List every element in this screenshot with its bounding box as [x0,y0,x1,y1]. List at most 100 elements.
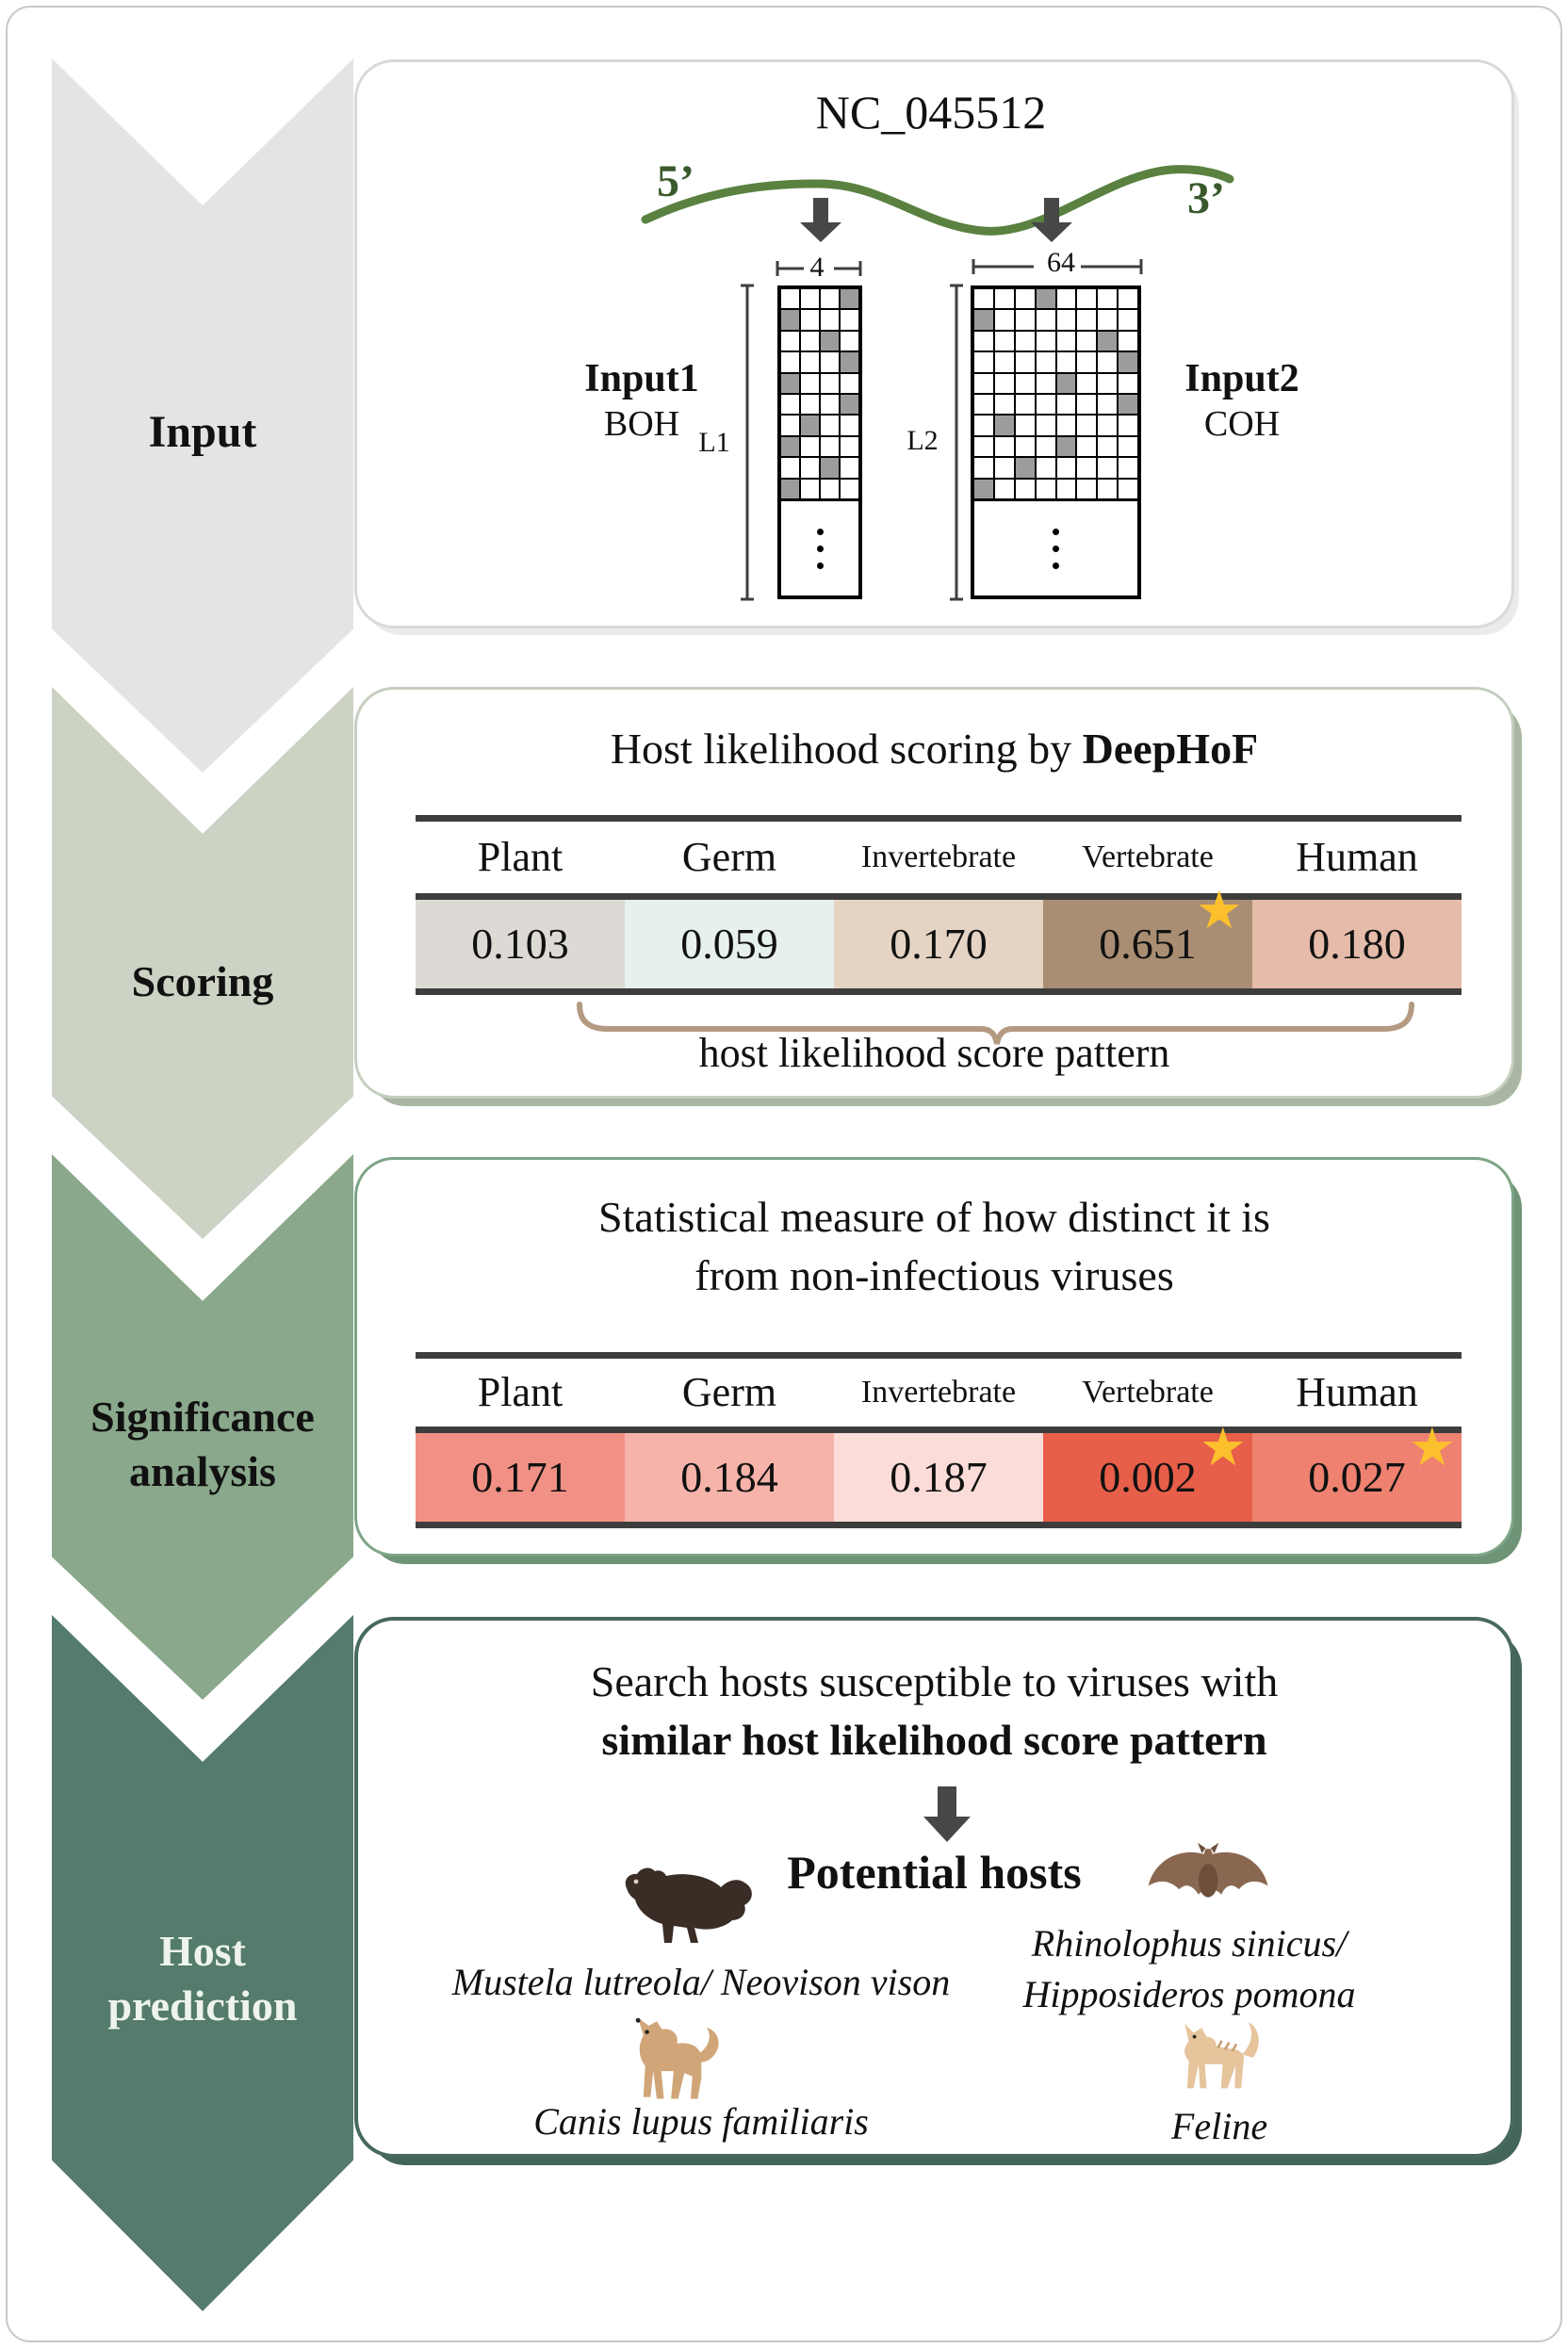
matrix-cell [1036,436,1055,457]
figure-border [6,6,1562,2342]
dog-icon [635,2017,719,2099]
cat-silhouette [1184,2023,1245,2089]
score-pattern-brace-path [577,1002,1414,1045]
significance-title-line1: Statistical measure of how distinct it i… [598,1193,1270,1241]
matrix-cell [1015,373,1035,393]
matrix-cell [1077,289,1097,309]
matrix-cell-filled [994,416,1014,435]
matrix-cell [1036,458,1055,478]
scoring-header-vertebrate: Vertebrate [1082,840,1214,874]
matrix-cell [1077,479,1097,498]
host-name-bat: Rhinolophus sinicus/ Hipposideros pomona [878,1918,1500,2020]
pvalue-invertebrate: 0.187 [890,1453,988,1501]
matrix-cell [821,373,839,393]
cat-eye [1192,2034,1197,2039]
host-name-bat-line2: Hipposideros pomona [1022,1973,1356,2015]
potential-hosts-heading: Potential hosts [358,1845,1511,1900]
matrix-cell [1056,289,1076,309]
pvalue-human: 0.027 [1308,1453,1406,1501]
matrix-cell [994,289,1014,309]
input1-encoding: BOH [500,403,783,445]
input-panel: NC_045512 5’ 3’ 4 64 Input1 BOH Input2 C [354,59,1514,628]
scoring-title-model-name: DeepHoF [1082,725,1259,773]
matrix-cell [781,331,799,351]
dog-nose [635,2017,641,2023]
matrix-cell [801,331,819,351]
matrix-cell [994,479,1014,498]
input2-encoding-text: COH [1203,404,1281,444]
matrix-cell-filled [781,373,799,393]
matrix-cell-filled [1036,289,1055,309]
matrix-cell [1119,331,1137,351]
pvalue-plant: 0.171 [471,1453,569,1501]
matrix-cell-filled [1119,394,1137,415]
coh-matrix-ellipsis [974,499,1137,595]
significance-header-row: Plant Germ Invertebrate Vertebrate Human [416,1364,1462,1421]
input1-name-text: Input1 [584,357,699,400]
matrix-cell [1015,416,1035,435]
boh-matrix [777,285,862,599]
matrix-cell [841,310,858,330]
matrix-cell-filled [781,436,799,457]
length-dimension-L2 [950,284,963,601]
matrix-cell [1077,352,1097,372]
matrix-cell [801,310,819,330]
score-human: 0.180 [1308,920,1406,968]
matrix-cell [1119,436,1137,457]
input1-encoding-text: BOH [603,404,680,444]
score-pattern-brace [577,1002,1414,1045]
matrix-cell [1015,394,1035,415]
matrix-cell [821,289,839,309]
genome-curve [641,165,1234,236]
matrix-cell [801,458,819,478]
top-score-star-icon: ★ [1195,882,1243,940]
scoring-header-invertebrate: Invertebrate [860,840,1017,874]
matrix-cell [974,352,993,372]
boh-matrix-grid [781,289,858,499]
score-pattern-caption-text: host likelihood score pattern [698,1030,1170,1076]
matrix-cell [841,436,858,457]
scoring-title: Host likelihood scoring by DeepHoF [357,721,1511,777]
matrix-cell [1056,416,1076,435]
scoring-header-row: Plant Germ Invertebrate Vertebrate Human [416,827,1462,888]
matrix-cell-filled [841,289,858,309]
matrix-cell [1077,416,1097,435]
score-cell-human: 0.180 [1252,900,1462,988]
pvalue-vertebrate: 0.002 [1099,1453,1197,1501]
significance-title: Statistical measure of how distinct it i… [357,1188,1511,1305]
pvalue-cell-vertebrate: 0.002 ★ [1043,1422,1252,1522]
cat-stripes [1217,2040,1238,2052]
input1-name: Input1 [500,356,783,401]
matrix-cell [841,479,858,498]
matrix-cell [781,458,799,478]
host-name-bat-line1: Rhinolophus sinicus/ [1031,1922,1348,1965]
significance-table-bottom-rule [416,1522,1462,1528]
matrix-cell [1056,331,1076,351]
width-dimension-4 [776,261,862,276]
matrix-cell [821,436,839,457]
matrix-cell [1036,394,1055,415]
stage-label-host-line2: prediction [107,1981,298,2030]
score-pattern-caption: host likelihood score pattern [357,1029,1511,1077]
five-prime-text: 5’ [657,156,694,206]
scoring-header-plant: Plant [477,834,564,880]
matrix-cell [1077,394,1097,415]
pvalue-cell-invertebrate: 0.187 [834,1433,1043,1522]
input1-length-text: L1 [698,427,730,458]
matrix-cell [1036,373,1055,393]
matrix-cell [974,458,993,478]
scoring-table-bottom-rule [416,988,1462,995]
matrix-cell-filled [781,479,799,498]
score-invertebrate: 0.170 [890,920,988,968]
scoring-value-row: 0.103 0.059 0.170 0.651 ★ 0.180 [416,885,1462,988]
three-prime-label: 3’ [1159,172,1253,224]
matrix-cell-filled [841,394,858,415]
pvalue-cell-plant: 0.171 [416,1433,625,1522]
genome-linework [641,165,1234,601]
coh-matrix [971,285,1141,599]
matrix-cell [1119,416,1137,435]
significance-header-invertebrate: Invertebrate [860,1375,1017,1410]
matrix-cell [841,373,858,393]
five-prime-label: 5’ [629,155,723,207]
